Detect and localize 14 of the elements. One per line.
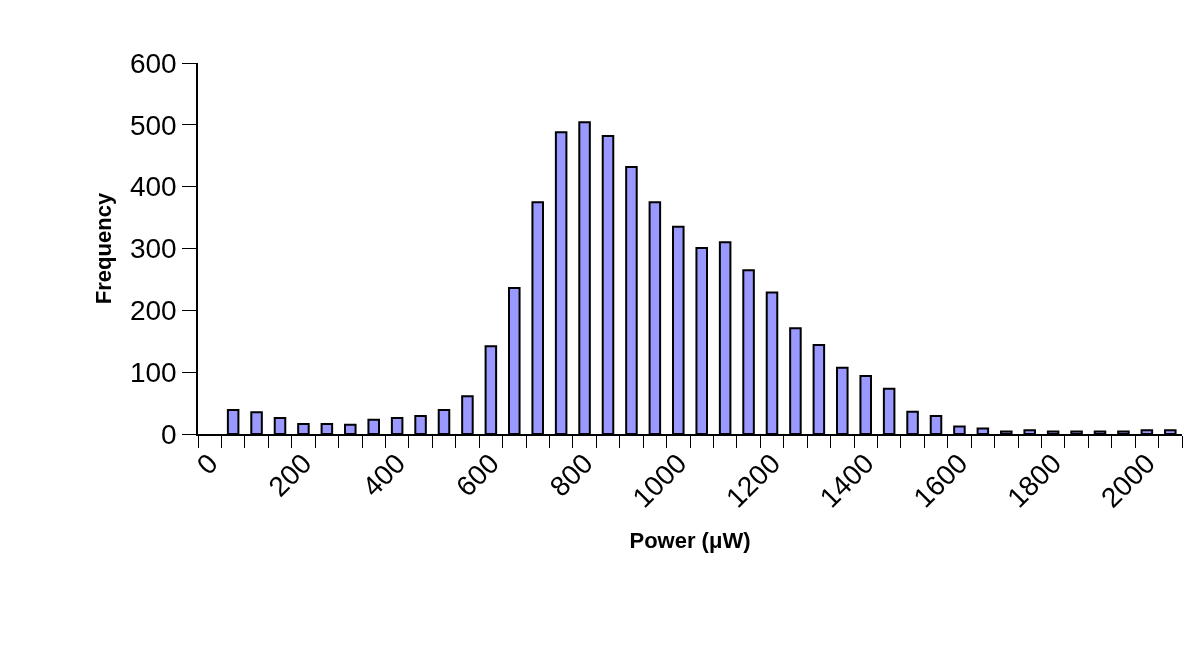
x-axis-title: Power (μW) [629, 527, 751, 553]
x-tick-label: 200 [262, 447, 318, 503]
y-tick-label: 200 [129, 295, 177, 327]
y-axis-title: Frequency [91, 192, 117, 305]
x-tick-label: 400 [356, 447, 412, 503]
x-tick-label: 0 [190, 447, 224, 481]
y-tick-label: 600 [129, 47, 177, 79]
y-tick-label: 100 [129, 356, 177, 388]
y-tick-label: 500 [129, 109, 177, 141]
y-tick-label: 0 [161, 418, 177, 450]
y-tick-label: 300 [129, 233, 177, 265]
x-tick-label: 800 [543, 447, 599, 503]
x-tick-label: 600 [450, 447, 505, 503]
y-tick-label: 400 [129, 171, 177, 203]
